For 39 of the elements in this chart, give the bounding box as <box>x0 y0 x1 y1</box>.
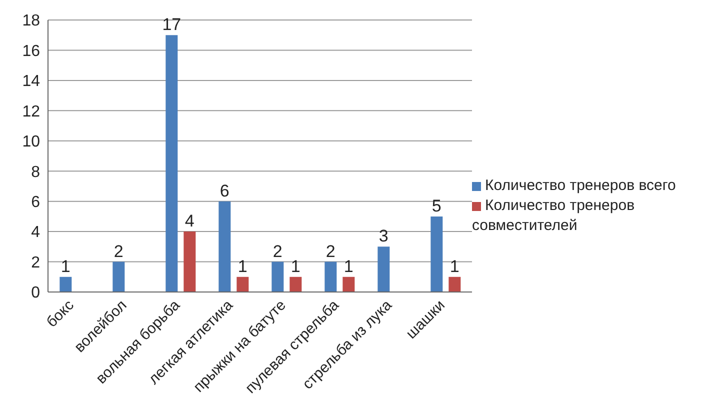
data-label: 5 <box>432 196 442 216</box>
y-tick-label: 0 <box>31 284 40 302</box>
bar <box>272 262 284 292</box>
data-label: 1 <box>290 256 300 276</box>
y-tick-label: 2 <box>31 254 40 272</box>
bar <box>218 201 231 292</box>
bar <box>290 276 302 292</box>
data-label: 2 <box>114 242 124 261</box>
data-label: 2 <box>326 242 336 261</box>
data-label: 4 <box>184 212 194 231</box>
y-tick-label: 6 <box>31 194 40 212</box>
y-tick-label: 18 <box>22 12 40 30</box>
data-label: 1 <box>238 256 248 276</box>
data-label: 1 <box>450 256 460 276</box>
data-label: 17 <box>162 15 182 34</box>
data-label: 1 <box>60 256 70 276</box>
y-tick-label: 4 <box>31 224 40 242</box>
bar <box>342 276 355 292</box>
bar <box>324 262 337 292</box>
y-tick-label: 10 <box>22 134 40 151</box>
bar <box>430 216 443 292</box>
y-tick-label: 16 <box>22 42 40 60</box>
data-label: 3 <box>378 226 388 246</box>
y-tick-label: 12 <box>22 103 40 120</box>
legend-label: Количество тренеров всего <box>485 177 676 194</box>
bar <box>378 246 390 292</box>
y-tick-label: 14 <box>22 73 40 90</box>
bar <box>184 232 196 292</box>
y-tick-label: 8 <box>31 164 40 181</box>
bar <box>236 276 249 292</box>
legend-label: Количество тренеров совместителей <box>472 197 635 234</box>
data-label: 1 <box>344 256 354 276</box>
bar <box>448 276 461 292</box>
x-tick-label: бокс <box>43 296 78 331</box>
data-label: 6 <box>220 181 230 200</box>
bar <box>166 35 178 292</box>
data-label: 2 <box>272 242 282 261</box>
bar <box>60 276 72 292</box>
bar <box>112 262 125 292</box>
